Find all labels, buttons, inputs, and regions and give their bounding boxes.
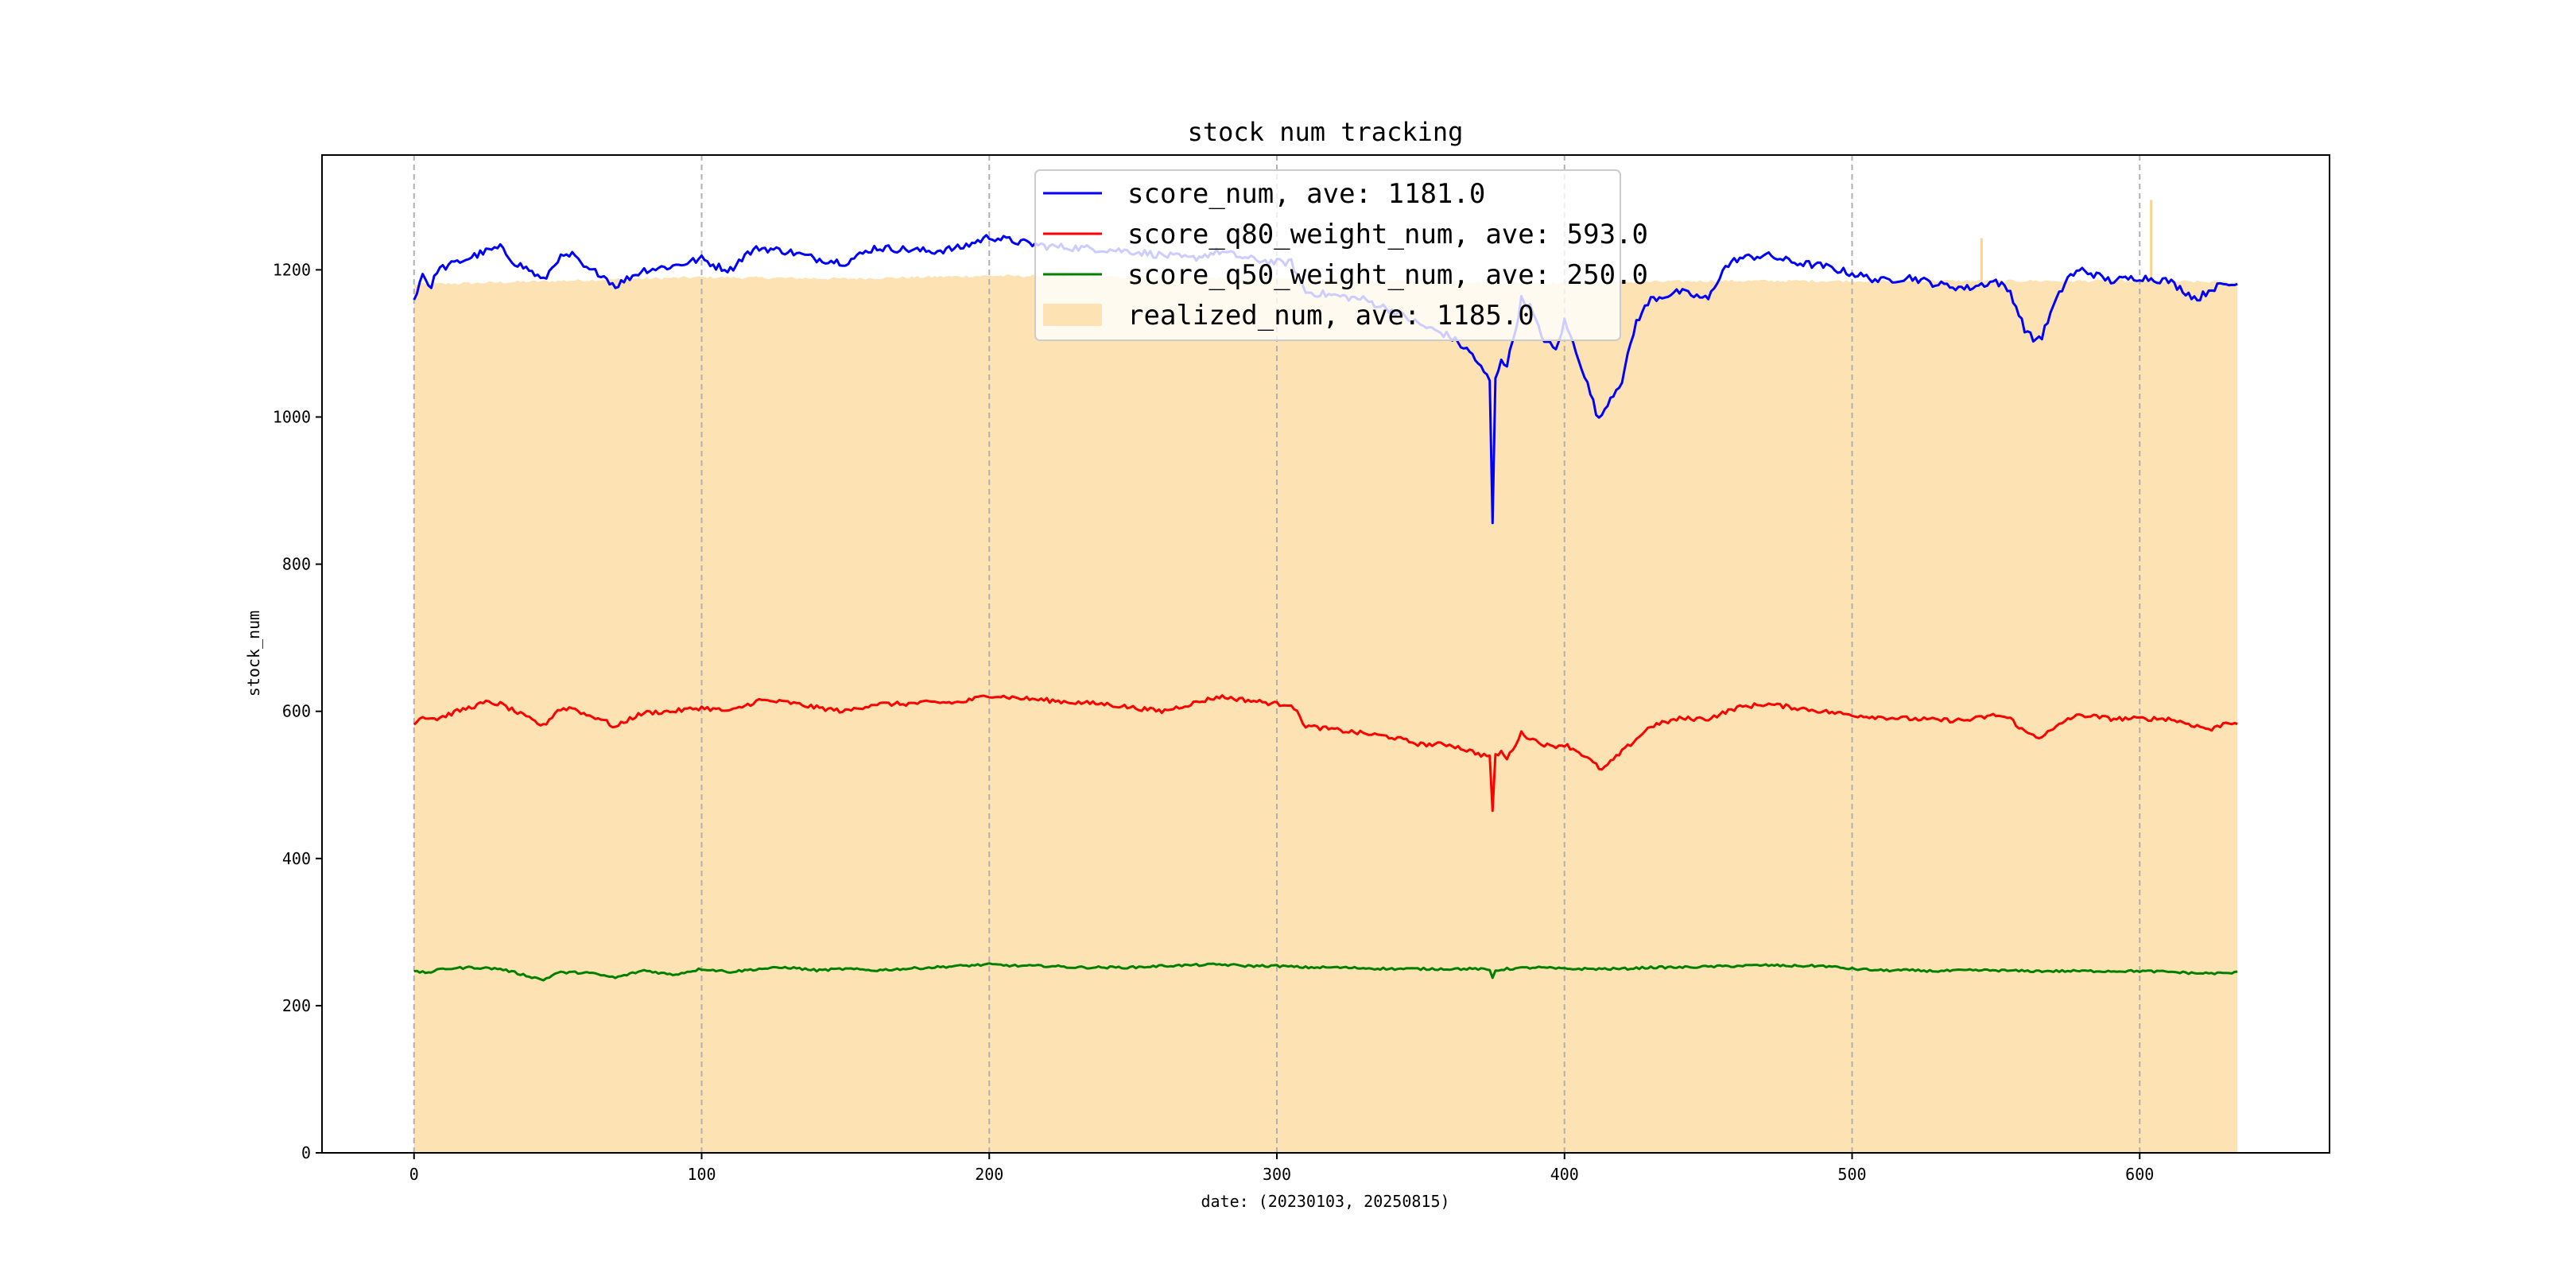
legend-swatch-3 xyxy=(1043,304,1102,326)
x-tick-label-0: 0 xyxy=(409,1165,419,1184)
x-axis: 0 100 200 300 400 500 600 xyxy=(409,1153,2154,1184)
x-tick-label-1: 100 xyxy=(687,1165,716,1184)
legend-label-1: score_q80_weight_num, ave: 593.0 xyxy=(1127,219,1648,250)
y-tick-label-3: 600 xyxy=(282,702,311,721)
x-tick-label-3: 300 xyxy=(1263,1165,1291,1184)
chart-title: stock num tracking xyxy=(1188,117,1464,147)
legend: score_num, ave: 1181.0 score_q80_weight_n… xyxy=(1034,169,1648,341)
x-tick-label-5: 500 xyxy=(1837,1165,1866,1184)
series-area-3 xyxy=(413,274,2238,1153)
y-tick-label-1: 200 xyxy=(282,996,311,1015)
y-tick-label-4: 800 xyxy=(282,555,311,574)
x-axis-label: date: (20230103, 20250815) xyxy=(1201,1192,1449,1211)
y-tick-label-0: 0 xyxy=(301,1143,311,1162)
x-tick-label-2: 200 xyxy=(975,1165,1003,1184)
series-line-1 xyxy=(413,694,2238,813)
x-tick-label-4: 400 xyxy=(1550,1165,1579,1184)
y-axis-label: stock_num xyxy=(244,611,263,696)
x-grid xyxy=(413,155,2141,1153)
legend-label-3: realized_num, ave: 1185.0 xyxy=(1127,300,1534,332)
realized-area-layer xyxy=(413,200,2238,1153)
plot-frame xyxy=(321,154,2330,1154)
y-tick-label-6: 1200 xyxy=(273,260,311,279)
x-tick-label-6: 600 xyxy=(2125,1165,2154,1184)
series-line-2 xyxy=(413,962,2238,982)
y-tick-label-2: 400 xyxy=(282,849,311,868)
y-axis: 0 200 400 600 800 1000 1200 xyxy=(273,260,322,1162)
legend-label-2: score_q50_weight_num, ave: 250.0 xyxy=(1127,259,1648,291)
y-tick-label-5: 1000 xyxy=(273,407,311,426)
legend-frame xyxy=(1034,169,1621,341)
legend-label-0: score_num, ave: 1181.0 xyxy=(1127,178,1485,210)
